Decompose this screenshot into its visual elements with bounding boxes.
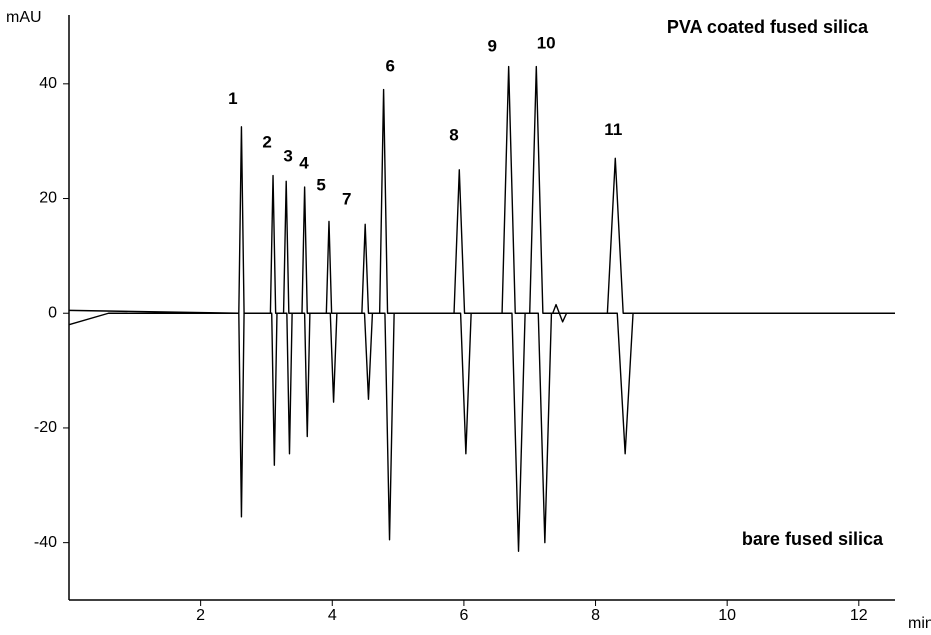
peak-label: 5: [316, 175, 325, 194]
peak-label: 1: [228, 89, 237, 108]
series-name: bare fused silica: [742, 529, 884, 549]
peak-label: 9: [487, 37, 496, 56]
peak-label: 3: [283, 147, 292, 166]
peak-label: 4: [299, 154, 309, 173]
x-tick-label: 10: [718, 607, 736, 624]
peak-label: 11: [604, 120, 622, 139]
y-axis-label: mAU: [6, 9, 42, 26]
trace: [68, 312, 895, 552]
series-name: PVA coated fused silica: [667, 17, 869, 37]
y-tick-label: 20: [39, 190, 57, 207]
y-tick-label: -20: [34, 419, 57, 436]
peak-label: 7: [342, 190, 351, 209]
x-tick-label: 2: [196, 607, 205, 624]
y-tick-label: 40: [39, 75, 57, 92]
x-tick-label: 12: [850, 607, 868, 624]
peak-label: 10: [537, 34, 556, 53]
x-tick-label: 8: [591, 607, 600, 624]
peak-label: 8: [449, 125, 458, 144]
peak-label: 6: [385, 57, 394, 76]
x-tick-label: 6: [459, 607, 468, 624]
y-tick-label: -40: [34, 534, 57, 551]
x-tick-label: 4: [328, 607, 337, 624]
y-tick-label: 0: [48, 304, 57, 321]
trace: [68, 65, 895, 314]
peak-label: 2: [262, 132, 271, 151]
x-axis-label: min: [908, 615, 931, 632]
